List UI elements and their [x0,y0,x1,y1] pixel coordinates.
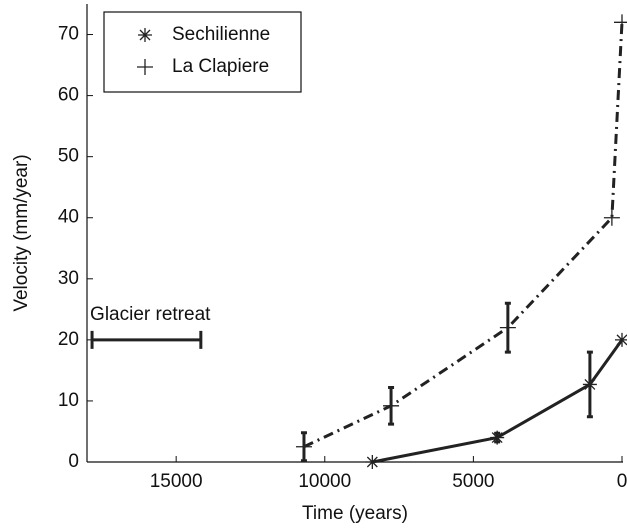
y-tick-label: 60 [58,85,79,106]
y-tick-label: 70 [58,24,79,45]
marker [582,377,597,392]
marker [615,332,627,347]
annotation-bar [90,330,203,349]
y-tick-label: 40 [58,207,79,228]
x-tick-label: 15000 [150,471,203,492]
x-axis-label: Time (years) [302,503,408,524]
y-tick-label: 20 [58,329,79,350]
series-line [372,338,624,464]
annotation-text: Glacier retreat [90,304,211,325]
y-tick-label: 30 [58,268,79,289]
legend-box [103,11,302,93]
legend-marker [137,59,153,75]
marker [295,438,312,455]
x-tick-label: 5000 [452,471,494,492]
y-tick-label: 0 [68,451,79,472]
series-line [303,22,624,449]
y-tick-label: 50 [58,146,79,167]
marker [614,14,627,31]
legend-label: La Clapiere [172,56,269,77]
legend-label: Sechilienne [172,24,270,45]
marker [365,455,380,469]
marker [603,209,620,226]
marker [383,397,400,414]
x-tick-label: 10000 [298,471,351,492]
x-tick-label: 0 [617,471,627,492]
marker [490,430,505,445]
y-tick-label: 10 [58,390,79,411]
marker [499,319,516,336]
legend-marker [138,28,152,42]
y-axis-label: Velocity (mm/year) [11,154,32,311]
